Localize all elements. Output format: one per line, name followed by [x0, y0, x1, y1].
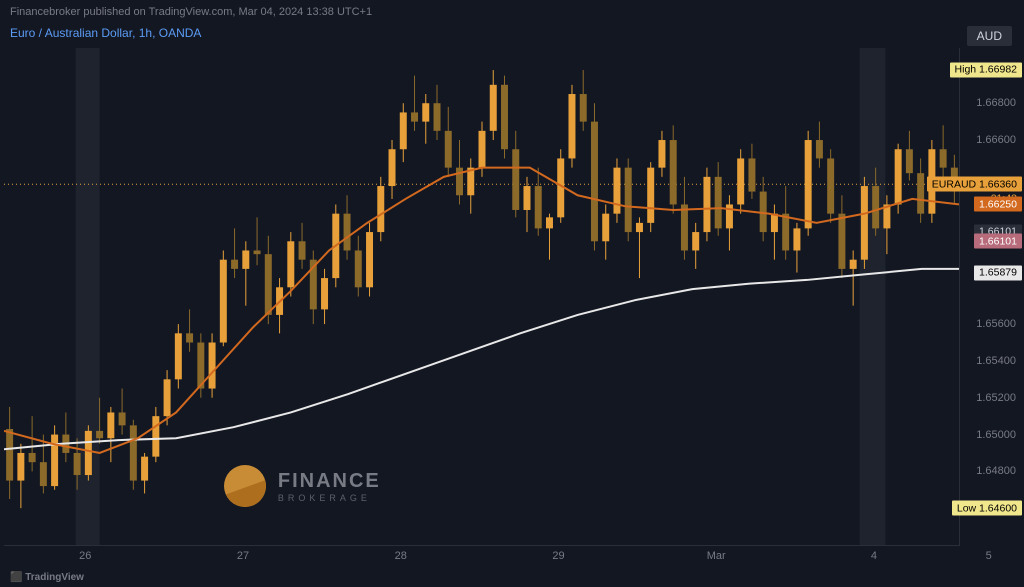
y-tick: 1.66800 — [976, 97, 1016, 109]
price-tag: EURAUD 1.66360 — [927, 177, 1022, 192]
price-tag: 1.66250 — [974, 197, 1022, 212]
chart-area[interactable]: FINANCE BROKERAGE — [4, 48, 960, 545]
price-chart-svg — [4, 48, 960, 545]
footer-text: TradingView — [25, 572, 84, 583]
x-tick: 29 — [552, 550, 564, 562]
price-tag: 1.66101 — [974, 234, 1022, 249]
price-tag: 1.65879 — [974, 265, 1022, 280]
x-tick: 27 — [237, 550, 249, 562]
price-tag: Low 1.64600 — [952, 501, 1022, 516]
y-tick: 1.65000 — [976, 429, 1016, 441]
tradingview-footer: ⬛ TradingView — [10, 572, 84, 583]
x-tick: 5 — [986, 550, 992, 562]
x-tick: 28 — [395, 550, 407, 562]
y-axis: 1.66800 1.66600 1.66101 1.65879 1.65600 1.654… — [960, 48, 1024, 545]
price-tag: High 1.66982 — [950, 62, 1022, 77]
y-tick: 1.65600 — [976, 318, 1016, 330]
watermark: FINANCE BROKERAGE — [224, 465, 381, 507]
y-tick: 1.66600 — [976, 134, 1016, 146]
watermark-sub: BROKERAGE — [278, 493, 381, 503]
x-tick: Mar — [707, 550, 726, 562]
x-axis: 26272829Mar45 — [4, 545, 960, 565]
y-tick: 1.65200 — [976, 392, 1016, 404]
watermark-text: FINANCE BROKERAGE — [278, 470, 381, 503]
x-tick: 26 — [79, 550, 91, 562]
tv-logo-icon: ⬛ — [10, 572, 25, 583]
y-tick: 1.64800 — [976, 465, 1016, 477]
currency-badge: AUD — [967, 26, 1012, 46]
watermark-main: FINANCE — [278, 470, 381, 493]
x-tick: 4 — [871, 550, 877, 562]
y-tick: 1.65400 — [976, 355, 1016, 367]
instrument-title: Euro / Australian Dollar, 1h, OANDA — [10, 26, 201, 40]
watermark-icon — [224, 465, 266, 507]
publisher-header: Financebroker published on TradingView.c… — [10, 6, 372, 18]
